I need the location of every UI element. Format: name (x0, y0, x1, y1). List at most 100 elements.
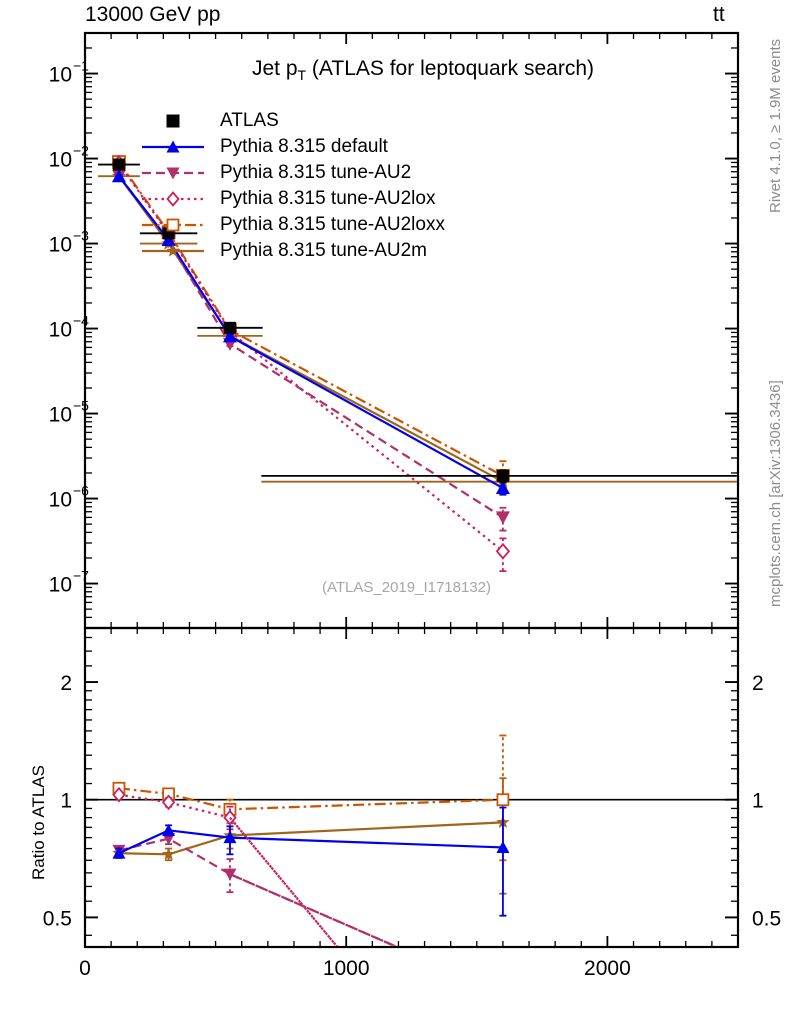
data-marker (496, 988, 509, 1000)
y-tick-label-group-6: 10 −7 (49, 568, 90, 597)
data-marker (166, 191, 180, 207)
data-marker (111, 169, 126, 183)
data-marker (166, 167, 180, 180)
y-tick-label-group-5: 10 −6 (49, 483, 90, 512)
y-tick-exponent: −6 (73, 483, 89, 499)
data-marker (223, 321, 236, 334)
legend-item-3[interactable]: Pythia 8.315 tune-AU2lox (140, 186, 445, 212)
data-marker (496, 469, 509, 482)
y-tick-label: 10 (49, 574, 72, 597)
legend-key-2 (140, 160, 206, 186)
data-marker (495, 481, 510, 495)
x-tick-label-0: 0 (79, 957, 91, 980)
legend-label-5: Pythia 8.315 tune-AU2m (220, 240, 428, 261)
data-marker (166, 140, 180, 153)
plot-title-rest: (ATLAS for leptoquark search) (306, 57, 594, 80)
ratio-tick-label-left-1: 1 (60, 790, 72, 813)
legend-key-icon (142, 140, 204, 153)
data-marker (112, 158, 125, 171)
ratio-tick-label-right-2: 0.5 (752, 907, 781, 930)
legend-label-1: Pythia 8.315 default (220, 136, 388, 157)
ratio-tick-label-right-1: 1 (752, 790, 764, 813)
series-1 (111, 169, 510, 496)
data-marker (495, 511, 510, 525)
x-tick-label-2: 2000 (584, 957, 631, 980)
legend-key-0 (140, 108, 206, 134)
ratio-extrapolation-layer (229, 816, 398, 946)
data-marker (162, 823, 176, 836)
legend-label-0: ATLAS (220, 110, 279, 131)
series-line (118, 174, 504, 519)
y-tick-label: 10 (49, 319, 72, 342)
process-label: ̅̅ tt (713, 0, 725, 26)
legend-label-2: Pythia 8.315 tune-AU2 (220, 162, 412, 183)
legend-item-1[interactable]: Pythia 8.315 default (140, 134, 445, 160)
series-line (118, 175, 504, 489)
data-marker (161, 233, 176, 247)
legend: ATLAS Pythia 8.315 default Pythia 8.315 tu… (140, 108, 445, 264)
y-tick-label-group-1: 10 −2 (49, 143, 90, 172)
ratio-tick-label-left-2: 0.5 (43, 907, 72, 930)
legend-key-5 (140, 238, 206, 264)
y-tick-exponent: −4 (73, 313, 89, 329)
ratio-tick-label-right-0: 2 (752, 672, 764, 695)
ratio-extrapolated-line (229, 873, 398, 946)
y-tick-label: 10 (49, 489, 72, 512)
plot-title-main: Jet p (252, 57, 298, 80)
data-marker (112, 846, 126, 859)
legend-item-2[interactable]: Pythia 8.315 tune-AU2 (140, 160, 445, 186)
analysis-watermark: (ATLAS_2019_I1718132) (322, 579, 492, 596)
legend-key-icon (142, 191, 204, 207)
legend-item-0[interactable]: ATLAS (140, 108, 445, 134)
y-tick-label-group-2: 10 −3 (49, 228, 90, 257)
y-tick-label: 10 (49, 149, 72, 172)
y-tick-label-group-3: 10 −4 (49, 313, 90, 342)
data-marker (161, 847, 176, 860)
data-marker (166, 114, 180, 128)
data-marker (161, 794, 176, 811)
y-tick-exponent: −1 (73, 58, 89, 74)
data-marker (496, 840, 510, 853)
beam-energy-label: 13000 GeV pp (85, 3, 221, 26)
data-marker (223, 831, 237, 844)
series-line (118, 787, 503, 811)
data-marker (222, 329, 237, 343)
process-base-text: tt (713, 3, 725, 26)
legend-key-icon (142, 244, 204, 257)
plot-title: Jet pT (ATLAS for leptoquark search) (252, 57, 594, 82)
legend-key-icon (142, 218, 204, 232)
legend-item-4[interactable]: Pythia 8.315 tune-AU2loxx (140, 212, 445, 238)
series-1 (112, 806, 510, 917)
y-tick-label: 10 (49, 234, 72, 257)
y-tick-exponent: −3 (73, 228, 89, 244)
series-3 (112, 786, 338, 946)
series-line (118, 162, 504, 553)
series-0 (98, 158, 737, 484)
y-tick-label-group-4: 10 −5 (49, 398, 90, 427)
data-marker (166, 244, 180, 257)
data-marker (495, 542, 511, 560)
data-marker (112, 786, 126, 803)
legend-label-4: Pythia 8.315 tune-AU2loxx (220, 214, 445, 235)
legend-item-5[interactable]: Pythia 8.315 tune-AU2m (140, 238, 445, 264)
plot-title-subscript: T (297, 67, 307, 83)
y-tick-label: 10 (49, 404, 72, 427)
series-line (118, 821, 503, 856)
ratio-panel-frame (83, 626, 740, 949)
legend-label-3: Pythia 8.315 tune-AU2lox (220, 188, 436, 209)
ratio-series-layer (112, 734, 510, 1000)
legend-key-icon (166, 114, 180, 128)
y-tick-exponent: −7 (73, 568, 89, 584)
legend-key-icon (142, 167, 204, 180)
ratio-axis-title: Ratio to ATLAS (29, 765, 48, 880)
y-tick-label: 10 (49, 64, 72, 87)
x-tick-label-1: 1000 (323, 957, 370, 980)
legend-key-1 (140, 134, 206, 160)
data-marker (496, 793, 510, 807)
ratio-extrapolated-line (229, 816, 338, 946)
series-line (118, 829, 503, 855)
ratio-tick-label-left-0: 2 (60, 672, 72, 695)
